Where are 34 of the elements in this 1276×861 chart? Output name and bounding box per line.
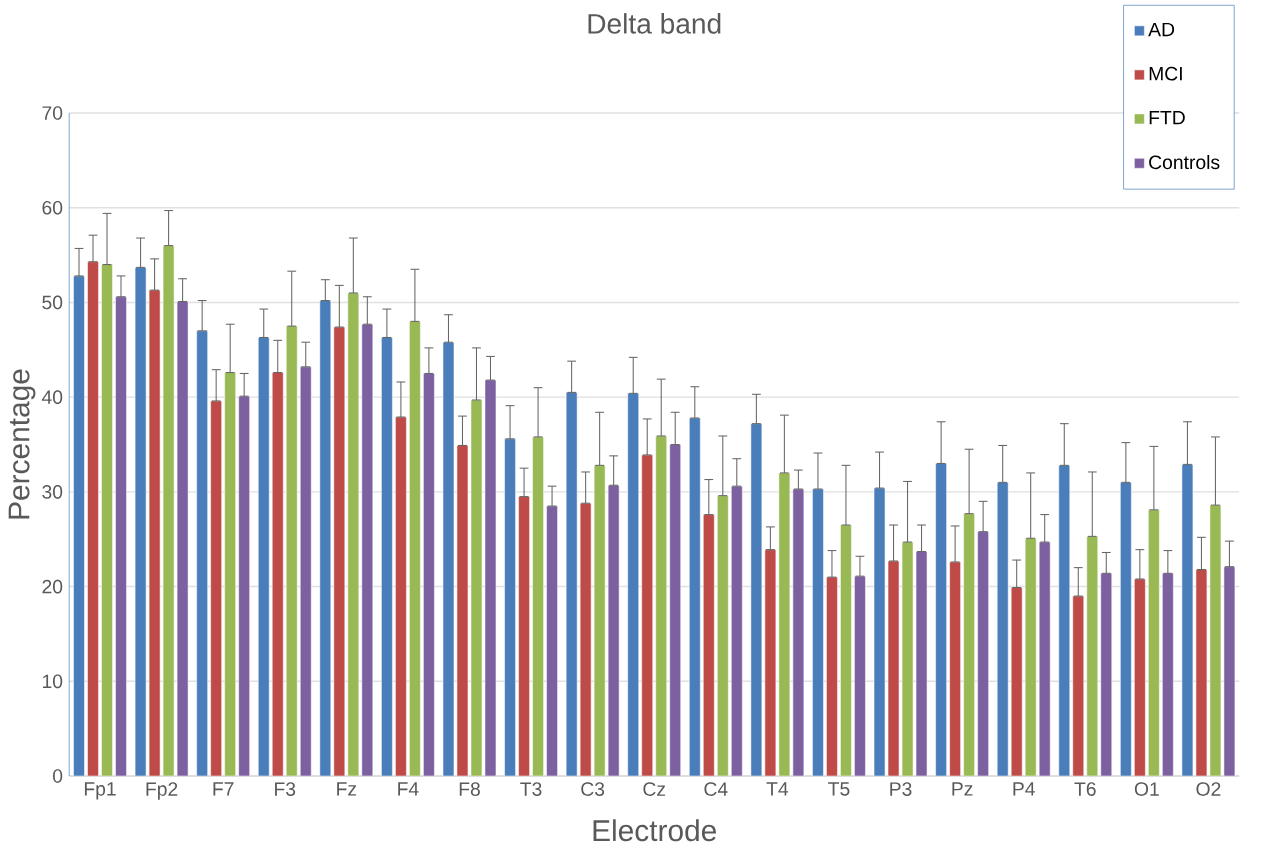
legend-label: MCI	[1149, 66, 1182, 81]
legend-label: AD	[1148, 22, 1175, 37]
x-tick-label: F7	[213, 782, 234, 796]
x-tick-label: Fp1	[84, 782, 116, 800]
x-tick-label: F3	[275, 782, 296, 796]
x-tick-label: Cz	[643, 782, 666, 796]
x-tick-label: C4	[704, 782, 728, 796]
x-tick-label: T4	[766, 782, 789, 796]
x-tick-label: T5	[828, 782, 850, 796]
x-tick-label: Pz	[952, 782, 973, 796]
y-tick-label: 20	[42, 579, 63, 594]
y-tick-label: 70	[42, 106, 63, 120]
x-tick-label: Fp2	[146, 782, 178, 800]
x-tick-label: P4	[1013, 782, 1035, 796]
y-tick-label: 50	[42, 295, 63, 310]
x-tick-label: F4	[398, 782, 419, 796]
y-tick-label: 10	[42, 674, 63, 689]
x-tick-label: F8	[459, 782, 480, 796]
x-tick-label: O2	[1196, 782, 1221, 796]
y-tick-label: 60	[42, 200, 63, 215]
y-tick-label: 0	[53, 769, 63, 783]
x-tick-label: O1	[1134, 782, 1159, 796]
y-axis-title: Percentage	[8, 369, 36, 519]
chart-title: Delta band	[588, 13, 721, 34]
x-tick-label: T6	[1074, 782, 1096, 796]
legend-label: Controls	[1149, 154, 1220, 170]
x-tick-label: T3	[520, 782, 542, 796]
y-tick-label: 40	[41, 390, 63, 404]
y-tick-label: 30	[42, 485, 63, 499]
x-tick-label: P3	[890, 782, 912, 796]
legend-label: FTD	[1149, 111, 1185, 125]
x-tick-label: C3	[581, 782, 605, 796]
x-tick-label: Fz	[337, 782, 357, 796]
x-axis-title: Electrode	[593, 819, 716, 842]
